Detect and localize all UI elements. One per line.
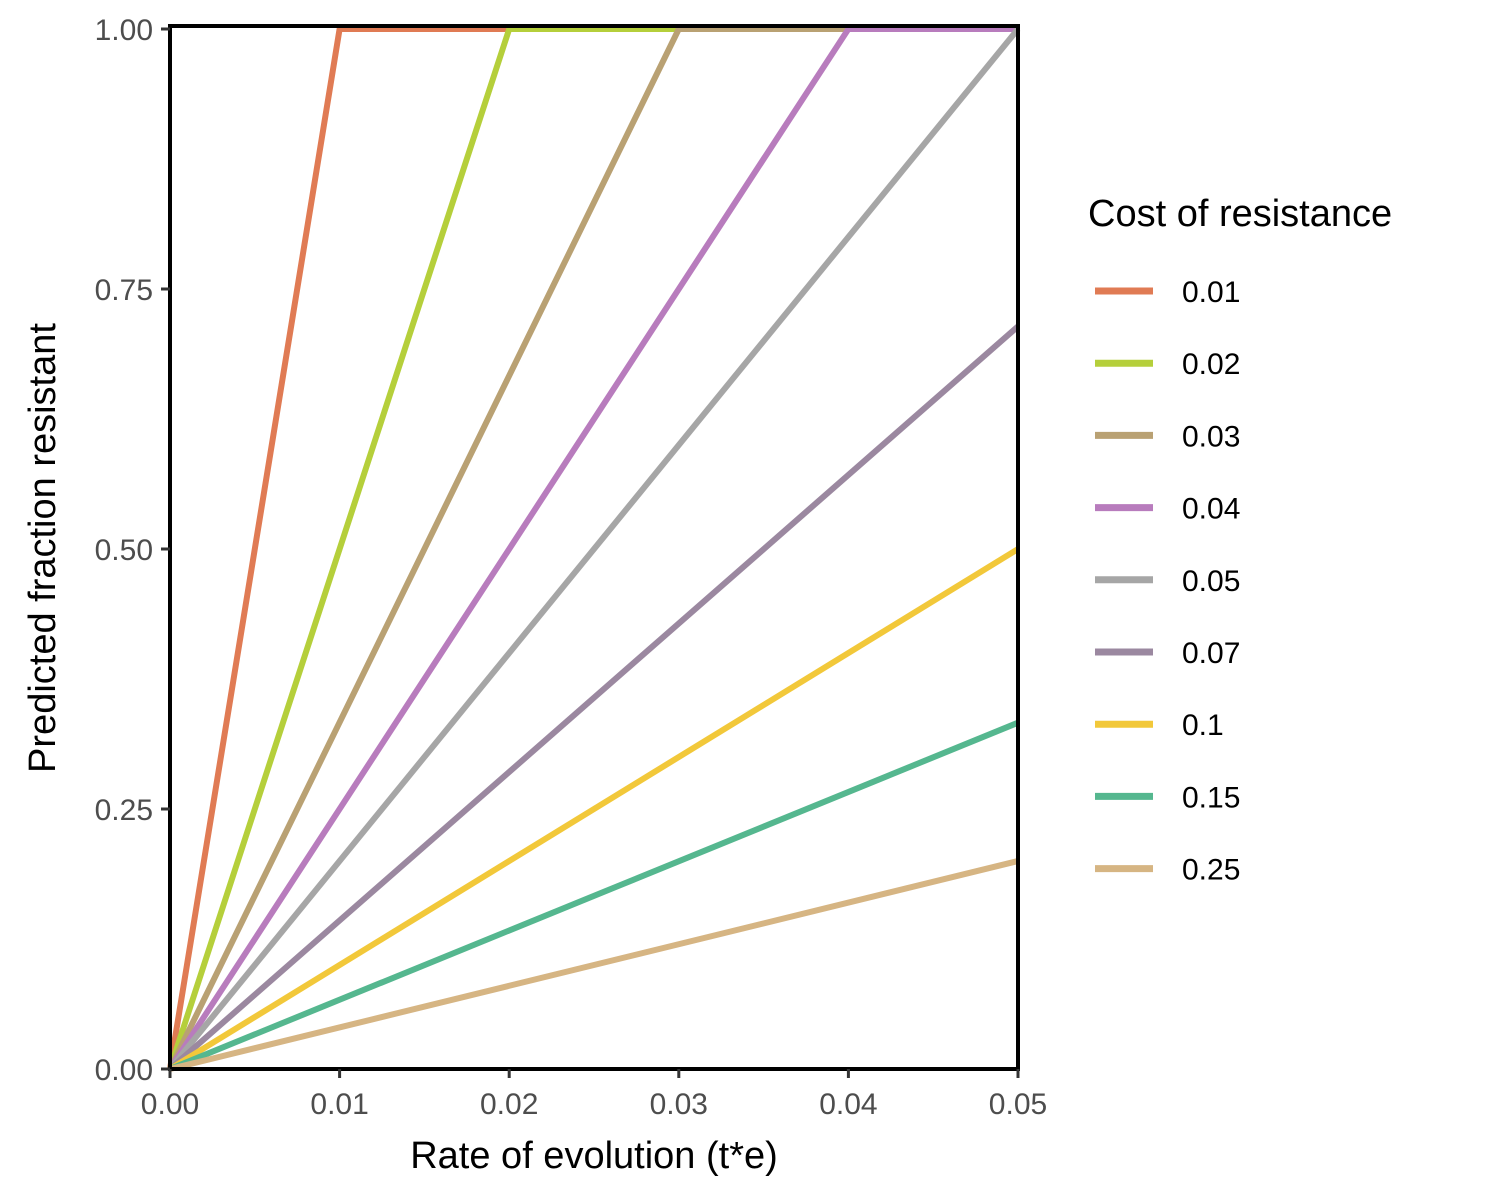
series-line-0-05 [167,27,1021,1071]
legend-label: 0.01 [1182,276,1240,309]
legend-item: 0.25 [1095,854,1240,887]
y-tick-label: 0.25 [95,794,153,827]
x-axis: 0.00 0.01 0.02 0.03 0.04 0.05 [141,1069,1047,1121]
legend-item: 0.04 [1095,493,1240,526]
x-tick-label: 0.02 [480,1088,538,1121]
series-line-0-25 [169,858,1019,1072]
y-axis: 0.00 0.25 0.50 0.75 1.00 [95,14,170,1087]
legend-label: 0.1 [1182,709,1224,742]
legend-item: 0.1 [1095,709,1224,742]
series-layer [167,26,1021,1072]
legend-label: 0.03 [1182,420,1240,453]
series-line-0-15 [168,719,1020,1072]
legend-label: 0.04 [1182,493,1240,526]
legend-item: 0.05 [1095,565,1240,598]
legend-item: 0.15 [1095,781,1240,814]
series-line-0-07 [168,324,1020,1072]
legend: 0.01 0.02 0.03 0.04 0.05 0.07 0.1 0.15 0.25 [1095,276,1240,887]
legend-label: 0.25 [1182,854,1240,887]
legend-label: 0.15 [1182,781,1240,814]
legend-label: 0.02 [1182,348,1240,381]
legend-item: 0.01 [1095,276,1240,309]
legend-title: Cost of resistance [1088,193,1392,235]
series-line-0-1 [168,546,1020,1072]
y-tick-label: 0.50 [95,534,153,567]
legend-label: 0.05 [1182,565,1240,598]
x-tick-label: 0.01 [310,1088,368,1121]
legend-label: 0.07 [1182,637,1240,670]
y-tick-label: 0.75 [95,274,153,307]
legend-item: 0.03 [1095,420,1240,453]
x-tick-label: 0.05 [989,1088,1047,1121]
y-axis-title: Predicted fraction resistant [22,323,64,773]
x-tick-label: 0.04 [819,1088,877,1121]
y-tick-label: 1.00 [95,14,153,47]
x-tick-label: 0.03 [650,1088,708,1121]
legend-item: 0.02 [1095,348,1240,381]
series-line-0-04 [167,26,1018,1071]
legend-item: 0.07 [1095,637,1240,670]
y-tick-label: 0.00 [95,1054,153,1087]
x-axis-title: Rate of evolution (t*e) [410,1135,778,1177]
x-tick-label: 0.00 [141,1088,199,1121]
